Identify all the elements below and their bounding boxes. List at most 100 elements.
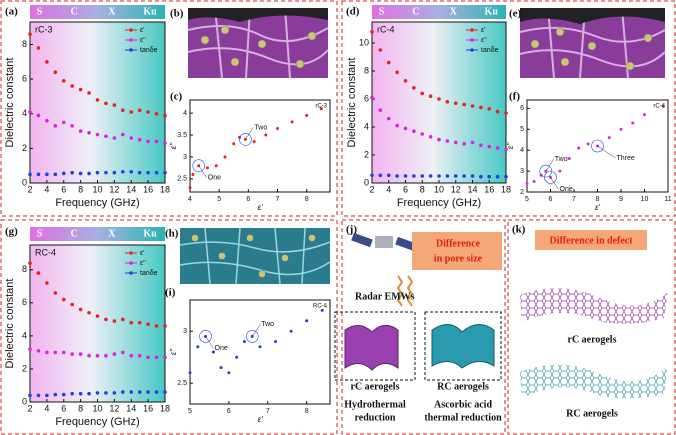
k-label: RC aerogels xyxy=(566,408,618,419)
band-label: Ku xyxy=(485,6,499,17)
legend-label: ε'' xyxy=(140,260,146,267)
data-point xyxy=(129,353,134,358)
data-point xyxy=(78,129,83,133)
x-tick-label: 6 xyxy=(227,408,231,415)
data-point xyxy=(437,137,441,142)
data-point xyxy=(370,95,374,100)
series-label: RC-4 xyxy=(35,247,56,257)
data-point xyxy=(78,391,83,396)
data-point xyxy=(274,340,278,344)
y-tick-label: 0 xyxy=(22,396,27,406)
annotation: Three xyxy=(617,155,635,162)
data-point xyxy=(661,104,665,108)
x-axis-title: ε' xyxy=(257,415,263,424)
data-point xyxy=(462,174,466,178)
data-point xyxy=(163,324,167,328)
y-tick-label: 6 xyxy=(22,297,27,307)
x-tick-label: 6 xyxy=(403,184,408,194)
band-label: Ku xyxy=(143,228,157,239)
data-point xyxy=(445,139,450,143)
data-point xyxy=(121,390,125,394)
data-point xyxy=(146,170,150,175)
data-point xyxy=(495,146,500,150)
x-tick-label: 2 xyxy=(27,403,32,413)
annotation: Two xyxy=(261,321,274,328)
plot-bg xyxy=(30,22,165,183)
schematic-b xyxy=(187,7,329,79)
y-tick-label: 4 xyxy=(183,110,187,117)
data-point xyxy=(78,171,83,176)
data-point xyxy=(36,393,41,398)
data-point xyxy=(479,174,483,179)
data-point xyxy=(61,392,66,397)
data-point xyxy=(386,116,391,121)
data-point xyxy=(36,113,41,118)
legend-label: ε'' xyxy=(481,37,487,44)
data-point xyxy=(428,174,433,178)
band-label: C xyxy=(71,228,78,239)
data-point xyxy=(78,307,83,312)
x-tick-label: 7 xyxy=(276,196,280,203)
data-point xyxy=(61,297,66,302)
x-tick-label: 18 xyxy=(160,184,170,194)
x-tick-label: 8 xyxy=(305,408,309,415)
band-label: C xyxy=(412,6,419,17)
data-point xyxy=(45,118,49,123)
data-point xyxy=(403,79,408,83)
panel-frame xyxy=(0,219,338,435)
plot-bg xyxy=(372,22,506,183)
data-point xyxy=(137,353,142,358)
x-tick-label: 5 xyxy=(217,196,221,203)
panel-label: (k) xyxy=(512,224,526,236)
data-point xyxy=(28,261,32,265)
x-tick-label: 11 xyxy=(664,196,671,203)
y-tick-label: 2 xyxy=(364,149,369,159)
data-point xyxy=(154,324,159,328)
data-point xyxy=(495,174,500,179)
series-label: rC-4 xyxy=(653,104,665,110)
data-point xyxy=(319,107,323,111)
data-point xyxy=(479,143,483,147)
series-label: RC-4 xyxy=(313,304,328,310)
data-point xyxy=(129,390,134,394)
j-label: thermal reduction xyxy=(424,412,502,423)
data-point xyxy=(137,137,142,142)
annotation-leader xyxy=(545,158,555,172)
x-tick-label: 16 xyxy=(143,184,153,194)
panel-frame xyxy=(341,219,506,435)
x-tick-label: 6 xyxy=(246,196,250,203)
data-point xyxy=(53,350,58,355)
panel-label: (a) xyxy=(5,6,18,18)
plot-frame xyxy=(526,99,669,193)
data-point xyxy=(53,392,58,397)
data-point xyxy=(154,170,159,175)
y-tick-label: 6 xyxy=(520,105,524,112)
data-point xyxy=(305,113,309,117)
data-point xyxy=(28,172,32,177)
panel-label: (h) xyxy=(165,228,179,240)
band-label: S xyxy=(37,6,43,17)
data-point xyxy=(558,169,562,173)
data-point xyxy=(129,136,134,140)
data-point xyxy=(290,120,294,124)
annotation-leader xyxy=(198,165,207,178)
data-point xyxy=(470,174,475,178)
annotation: One xyxy=(560,186,573,193)
band-label: C xyxy=(71,6,78,17)
data-point xyxy=(289,329,293,333)
data-point xyxy=(70,391,74,396)
x-tick-label: 2 xyxy=(27,184,32,194)
y-tick-label: 6 xyxy=(364,93,369,103)
annotation-ring xyxy=(539,164,553,178)
data-point xyxy=(420,91,425,96)
y-tick-label: 3 xyxy=(520,168,524,175)
series-label: rC-3 xyxy=(315,104,327,110)
data-point xyxy=(95,353,100,358)
data-point xyxy=(87,91,91,95)
panel-label: (i) xyxy=(165,287,176,299)
j-title: in pore size xyxy=(434,253,483,264)
panel-label: (e) xyxy=(509,8,522,20)
data-point xyxy=(487,107,492,111)
data-point xyxy=(453,174,458,178)
x-tick-label: 14 xyxy=(126,403,136,413)
